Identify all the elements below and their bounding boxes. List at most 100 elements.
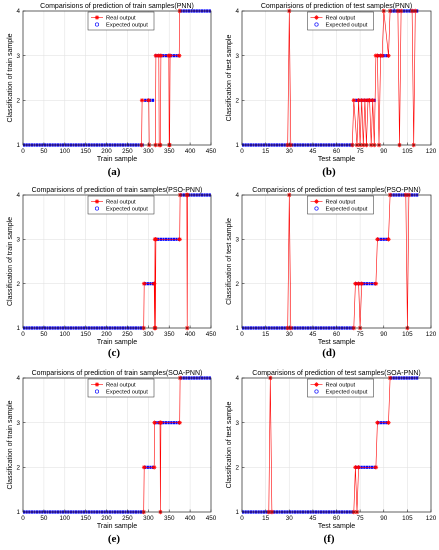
legend-expected-label: Expected output [106, 390, 148, 396]
y-tick-label: 3 [235, 420, 239, 427]
x-tick-label: 120 [426, 515, 437, 522]
real-output-point [353, 465, 358, 470]
axes-box [22, 377, 212, 513]
panel-f-caption: (f) [323, 533, 335, 545]
x-tick-label: 45 [309, 148, 317, 155]
real-output-point [375, 237, 380, 242]
real-output-point [351, 98, 357, 103]
y-axis-label: Classification of train sample [7, 400, 14, 489]
y-tick-label: 4 [16, 8, 20, 15]
y-tick-label: 1 [235, 325, 239, 332]
y-tick-label: 4 [235, 375, 239, 382]
x-tick-label: 100 [60, 148, 71, 155]
x-tick-label: 150 [80, 331, 91, 338]
y-tick-label: 1 [235, 142, 239, 149]
legend-real-label: Real output [326, 200, 356, 206]
real-output-point [386, 420, 391, 425]
real-output-point [356, 465, 361, 470]
x-tick-label: 0 [240, 331, 244, 338]
chart-title: Comparisions of prediction of train samp… [40, 3, 194, 10]
chart-title: Comparisions of prediction of test sampl… [252, 370, 420, 377]
legend-expected-label: Expected output [106, 207, 148, 213]
y-tick-label: 4 [235, 8, 239, 15]
x-tick-label: 0 [21, 515, 25, 522]
y-tick-label: 2 [16, 98, 20, 105]
legend-real-marker [94, 15, 100, 20]
x-tick-label: 200 [101, 331, 112, 338]
x-tick-label: 50 [40, 148, 48, 155]
chart-title: Comparisions of prediction of test sampl… [261, 3, 412, 10]
chart-a: 0 50 100 150 200 250 300 350 400 450 1 2 3 4 Comparisi… [7, 3, 217, 163]
x-tick-label: 45 [309, 331, 317, 338]
y-tick-label: 3 [16, 53, 20, 60]
real-output-point [386, 237, 391, 242]
y-tick-label: 2 [16, 281, 20, 288]
x-tick-label: 15 [262, 148, 270, 155]
x-tick-label: 200 [101, 148, 112, 155]
y-axis-label: Classification of train sample [7, 217, 14, 306]
y-tick-label: 1 [16, 509, 20, 516]
panel-b: 0 15 30 45 60 75 90 105 120 1 2 3 4 Comparisions of p… [219, 0, 439, 183]
x-tick-label: 300 [143, 148, 154, 155]
chart-e: 0 50 100 150 200 250 300 350 400 450 1 2 3 4 Comparisi… [7, 370, 217, 530]
panel-e: 0 50 100 150 200 250 300 350 400 450 1 2 3 4 Comparisi… [0, 367, 219, 550]
legend-box [307, 195, 374, 215]
x-tick-label: 200 [101, 515, 112, 522]
panel-a: 0 50 100 150 200 250 300 350 400 450 1 2 3 4 Comparisi… [0, 0, 219, 183]
x-tick-label: 75 [357, 331, 365, 338]
panel-d-caption: (d) [322, 347, 336, 359]
real-output-point [139, 98, 145, 103]
x-tick-label: 400 [185, 148, 196, 155]
x-tick-label: 250 [122, 148, 133, 155]
x-tick-label: 250 [122, 515, 133, 522]
x-axis-label: Train sample [97, 523, 137, 530]
legend-box [87, 195, 155, 215]
legend-real-label: Real output [106, 383, 136, 389]
plot-area [23, 378, 211, 512]
legend-expected-label: Expected output [106, 23, 148, 29]
x-tick-label: 15 [262, 331, 270, 338]
x-tick-label: 0 [240, 148, 244, 155]
legend-expected-marker [314, 22, 319, 27]
x-tick-label: 100 [60, 515, 71, 522]
real-output-point [177, 420, 182, 425]
real-output-point [373, 465, 379, 470]
x-tick-label: 60 [333, 515, 341, 522]
real-output-point [153, 237, 159, 242]
chart-title: Comparisions of prediction of train samp… [32, 187, 203, 194]
x-tick-label: 0 [21, 148, 25, 155]
chart-d: 0 15 30 45 60 75 90 105 120 1 2 3 4 Comparisions of p… [226, 187, 437, 346]
legend-real-marker [314, 382, 319, 387]
x-tick-label: 400 [185, 515, 196, 522]
x-tick-label: 450 [206, 331, 217, 338]
x-tick-label: 0 [21, 331, 25, 338]
chart-title: Comparisions of prediction of train samp… [32, 370, 203, 377]
legend-real-label: Real output [106, 16, 136, 22]
legend-expected-label: Expected output [326, 23, 368, 29]
x-tick-label: 150 [80, 148, 91, 155]
chart-title: Comparisions of prediction of test sampl… [252, 187, 420, 194]
chart-f: 0 15 30 45 60 75 90 105 120 1 2 3 4 Comparisions of p… [226, 370, 437, 530]
y-tick-label: 2 [235, 465, 239, 472]
x-tick-label: 450 [206, 148, 217, 155]
axes-box [22, 194, 212, 329]
x-tick-label: 50 [40, 331, 48, 338]
real-output-point [152, 420, 157, 425]
real-output-point [386, 53, 391, 58]
panel-e-caption: (e) [107, 533, 121, 545]
x-tick-label: 90 [380, 515, 388, 522]
panel-a-caption: (a) [107, 166, 121, 178]
y-tick-label: 1 [235, 509, 239, 516]
x-axis-label: Test sample [318, 523, 355, 530]
x-tick-label: 0 [240, 515, 244, 522]
y-axis-label: Classification of test sample [226, 402, 233, 489]
x-axis-label: Test sample [318, 339, 355, 346]
real-output-point [375, 420, 380, 425]
real-output-point [373, 281, 379, 286]
axes-box [22, 10, 212, 146]
real-output-line [23, 10, 211, 146]
